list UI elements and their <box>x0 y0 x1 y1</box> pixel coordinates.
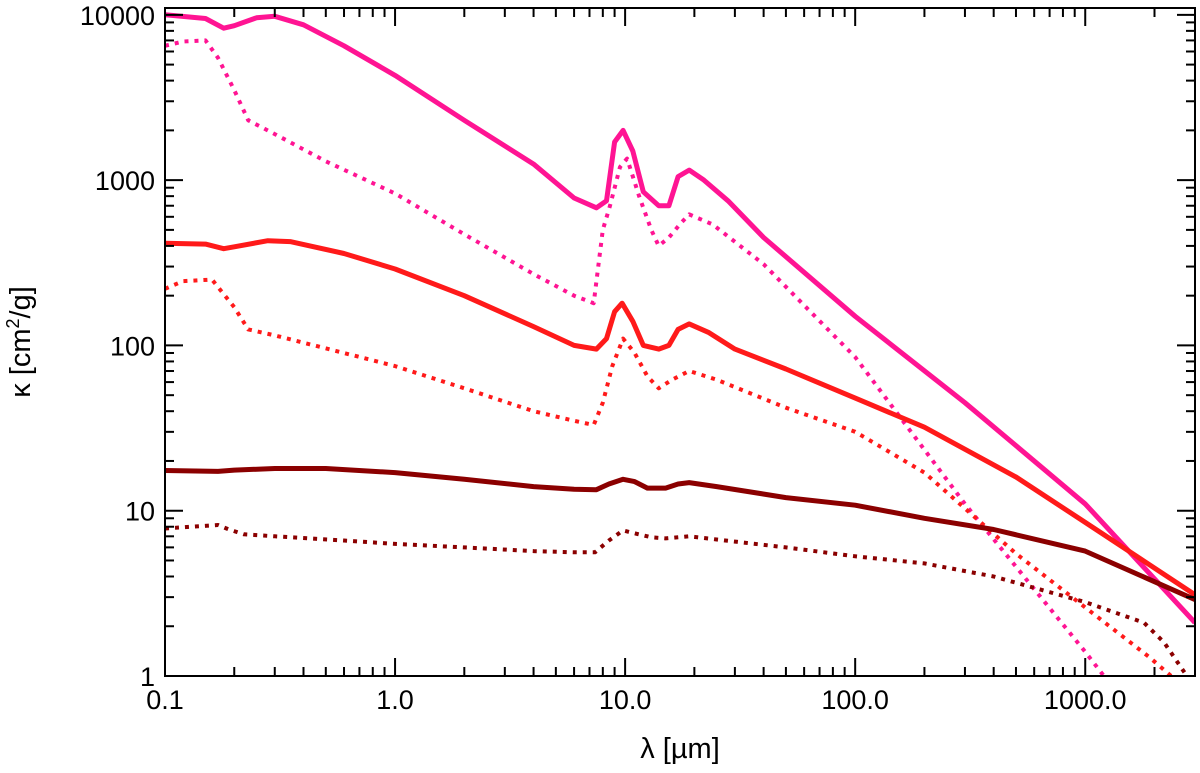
tick-label-layer: 0.1 1.0 10.0 100.0 1000.0 1 10 100 1000 10000 <box>80 1 1127 715</box>
y-tick-label: 10 <box>125 497 155 527</box>
y-axis-label-sup: 2 <box>3 318 23 328</box>
series-line-darkred-solid <box>165 466 1195 602</box>
series-line-pink-dotted <box>165 38 1107 676</box>
y-tick-label: 10000 <box>80 1 155 31</box>
x-tick-label: 1000.0 <box>1044 685 1127 715</box>
x-tick-label: 100.0 <box>821 685 889 715</box>
y-tick-label: 100 <box>110 331 155 361</box>
y-axis-label-pre: κ [cm <box>5 328 37 397</box>
series-line-red-dotted <box>165 277 1175 676</box>
plot-frame <box>164 7 1196 677</box>
x-tick-label: 10.0 <box>599 685 652 715</box>
x-axis-label: λ [µm] <box>640 733 720 765</box>
series-line-red-solid <box>165 238 1195 597</box>
y-axis-label-post: /g] <box>5 286 37 318</box>
x-tick-label: 1.0 <box>376 685 414 715</box>
y-axis-label: κ [cm2/g] <box>3 286 37 398</box>
tick-layer <box>164 8 1196 677</box>
series-line-darkred-dotted <box>165 523 1187 674</box>
series-layer <box>165 12 1195 676</box>
y-tick-label: 1 <box>140 662 155 692</box>
y-tick-label: 1000 <box>95 166 155 196</box>
x-tick-label: 0.1 <box>146 685 184 715</box>
series-line-pink-solid <box>165 12 1195 625</box>
